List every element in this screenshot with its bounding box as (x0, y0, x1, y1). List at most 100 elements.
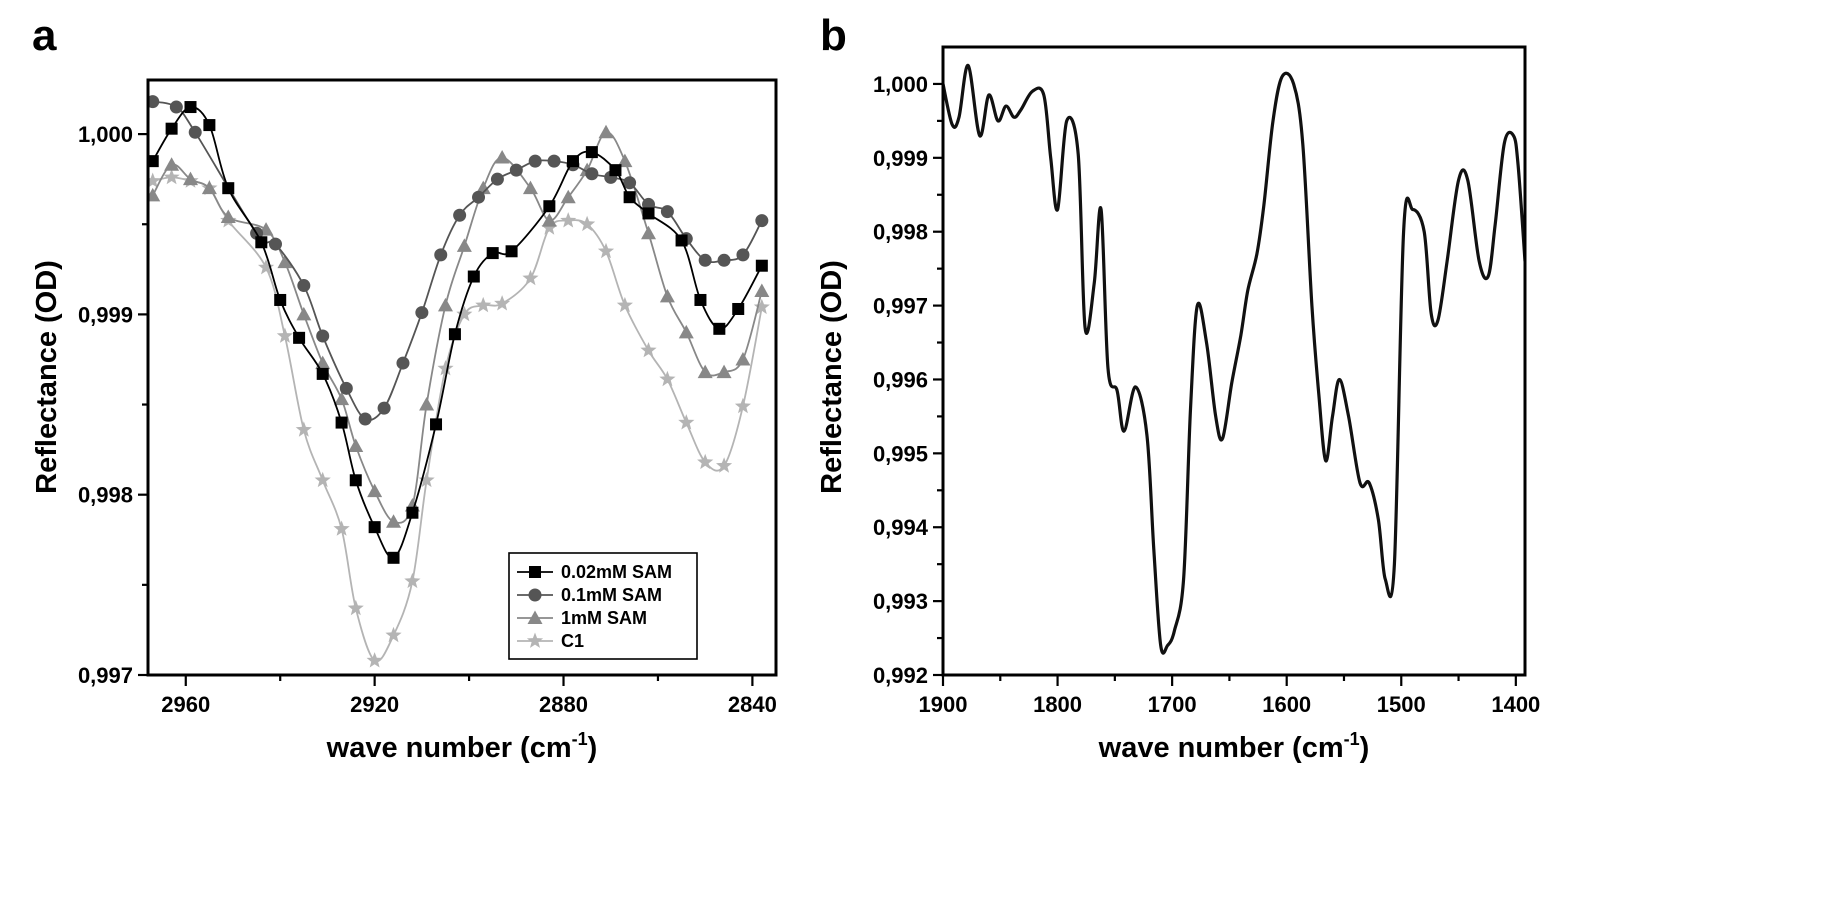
data-point (314, 471, 331, 488)
data-point (609, 164, 622, 177)
data-point (163, 168, 180, 185)
panel-a-x-tick-label: 2840 (728, 692, 777, 717)
series-0-1mm-sam (148, 95, 769, 426)
data-point (182, 171, 198, 186)
data-point (315, 355, 331, 370)
data-point (277, 254, 293, 269)
data-point (467, 270, 480, 283)
series-spectrum (943, 63, 1525, 655)
legend-entry: 0.1mM SAM (517, 585, 662, 605)
data-point (641, 225, 657, 240)
data-point (660, 205, 674, 219)
data-point (735, 351, 751, 366)
data-point (754, 283, 770, 297)
data-point (203, 119, 216, 132)
panel-b-x-axis-title-sup: -1 (1344, 729, 1360, 749)
data-point (201, 180, 217, 195)
data-point (347, 599, 364, 616)
panel-a-letter: a (32, 11, 57, 60)
panel-a-frame (146, 78, 778, 677)
data-point (368, 521, 381, 534)
data-point (472, 190, 486, 204)
data-point (547, 154, 561, 168)
panel-a-y-axis-title: Reflectance (OD) (31, 260, 63, 494)
data-point (164, 157, 180, 171)
data-point (339, 381, 353, 395)
panel-b-x-axis-title-main: wave number (cm (1098, 732, 1344, 764)
panel-b-x-tick-label: 1400 (1491, 692, 1540, 717)
data-point (640, 342, 657, 358)
data-point (366, 652, 383, 668)
panel-b-y-tick-label: 0,993 (873, 589, 928, 614)
data-point (349, 474, 362, 487)
legend-label: 1mM SAM (561, 608, 647, 628)
data-point (494, 295, 511, 311)
data-point (642, 207, 655, 220)
panel-b-y-tick-label: 0,997 (873, 294, 928, 319)
panel-b-frame (941, 45, 1527, 677)
data-point (560, 189, 576, 204)
panel-b-x-axis-title-end: ) (1360, 732, 1370, 764)
legend-marker (528, 588, 542, 602)
data-point (541, 219, 558, 235)
panel-b-y-tick-label: 0,995 (873, 441, 928, 466)
legend-label: 0.1mM SAM (561, 585, 662, 605)
data-point (396, 356, 410, 370)
series-1mm-sam (148, 124, 770, 528)
data-point (717, 253, 731, 267)
data-point (475, 296, 492, 313)
data-point (293, 331, 306, 344)
panel-b-x-tick-label: 1800 (1033, 692, 1082, 717)
data-point (623, 191, 636, 204)
panel-b-x-tick-label: 1700 (1148, 692, 1197, 717)
data-point (276, 327, 293, 343)
data-point (716, 457, 733, 473)
series-line (943, 63, 1525, 655)
panel-b-y-tick-label: 0,996 (873, 367, 928, 392)
data-point (386, 514, 402, 528)
data-point (367, 483, 383, 498)
panel-a-x-axis-title-sup: -1 (572, 729, 588, 749)
data-point (437, 297, 453, 312)
data-point (486, 247, 499, 260)
data-point (268, 237, 282, 251)
data-point (456, 305, 473, 322)
panel-a-y-tick-label: 0,998 (78, 483, 133, 508)
data-point (675, 234, 688, 247)
data-point (335, 416, 348, 429)
data-point (678, 414, 695, 430)
data-point (560, 212, 577, 228)
data-point (316, 329, 330, 343)
panel-a-ticks: 2960 2920 2880 2840 0,997 0,998 0,999 1,000 (78, 122, 777, 717)
panel-b-y-axis-title: Reflectance (OD) (816, 260, 848, 494)
data-point (736, 248, 750, 262)
data-point (434, 248, 448, 262)
panel-a-x-tick-label: 2920 (350, 692, 399, 717)
data-point (148, 155, 159, 168)
series-line (151, 131, 763, 524)
data-point (188, 125, 202, 139)
data-point (541, 213, 557, 227)
panel-b-y-tick-label: 0,998 (873, 220, 928, 245)
series-line (152, 100, 763, 421)
data-point (296, 306, 312, 321)
panel-b-y-tick-label: 0,999 (873, 146, 928, 171)
data-point (566, 155, 579, 168)
data-point (697, 364, 713, 379)
panel-b-y-tick-label: 1,000 (873, 72, 928, 97)
panel-a-y-tick-label: 1,000 (78, 122, 133, 147)
data-point (659, 288, 675, 303)
data-point (522, 180, 538, 195)
panel-a-y-tick-label: 0,997 (78, 663, 133, 688)
data-point (678, 324, 694, 339)
data-point (316, 367, 329, 380)
data-point (734, 397, 751, 414)
data-point (453, 208, 467, 222)
data-point (694, 293, 707, 306)
data-point (579, 215, 596, 232)
data-point (165, 122, 178, 135)
data-point (505, 245, 518, 258)
data-point (419, 397, 435, 411)
panel-b-x-tick-label: 1600 (1262, 692, 1311, 717)
data-point (358, 412, 372, 426)
